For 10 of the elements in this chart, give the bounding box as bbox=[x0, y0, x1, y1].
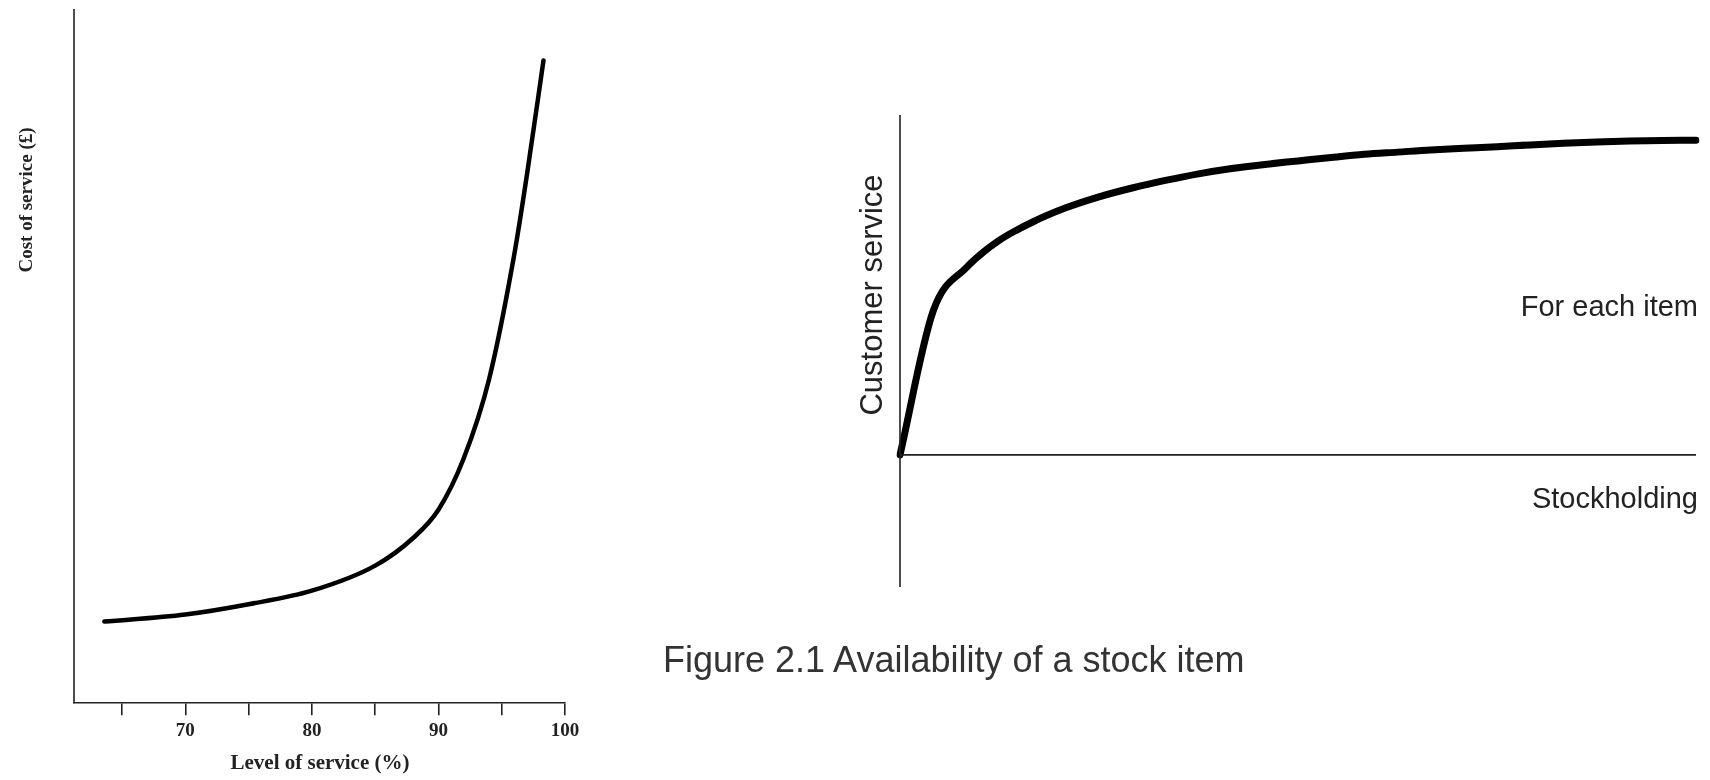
x-tick-label: 70 bbox=[175, 718, 195, 740]
x-tick-label: 80 bbox=[302, 718, 322, 740]
y-axis-title: Customer service bbox=[854, 174, 890, 416]
x-axis-title: Level of service (%) bbox=[230, 750, 410, 775]
x-axis-title: Stockholding bbox=[1531, 482, 1698, 515]
y-axis-title: Cost of service (£) bbox=[15, 127, 37, 273]
x-tick-label: 100 bbox=[550, 718, 580, 740]
caption: Figure 2.1 Availability of a stock item bbox=[663, 639, 1245, 681]
annotation: For each item bbox=[1520, 290, 1698, 323]
x-tick-label: 90 bbox=[428, 718, 448, 740]
